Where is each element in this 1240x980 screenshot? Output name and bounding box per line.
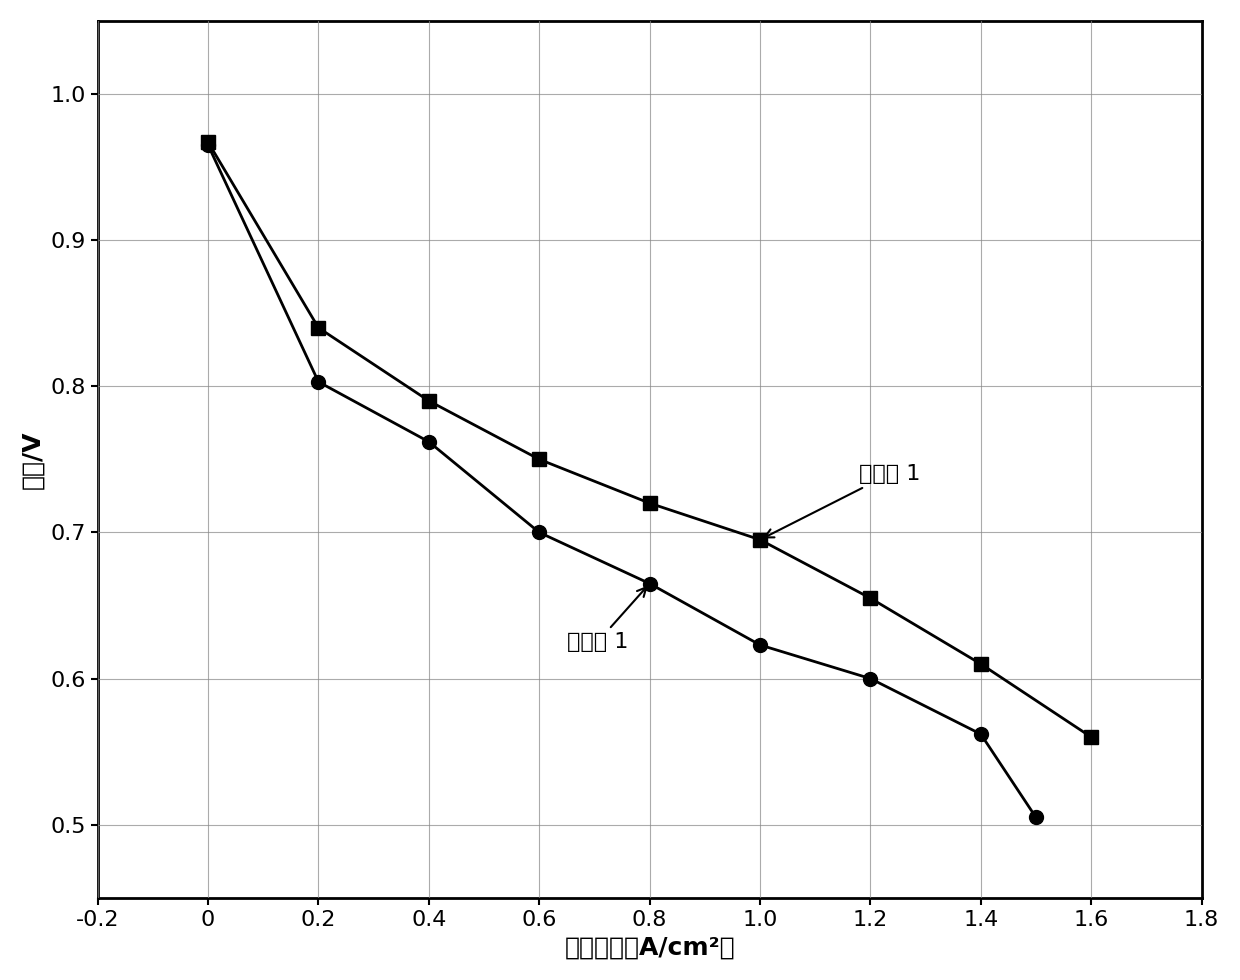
Text: 对比例 1: 对比例 1 <box>567 587 646 652</box>
X-axis label: 电流密度（A/cm²）: 电流密度（A/cm²） <box>564 935 735 959</box>
Y-axis label: 电压/V: 电压/V <box>21 430 45 489</box>
Text: 实施例 1: 实施例 1 <box>765 464 921 537</box>
